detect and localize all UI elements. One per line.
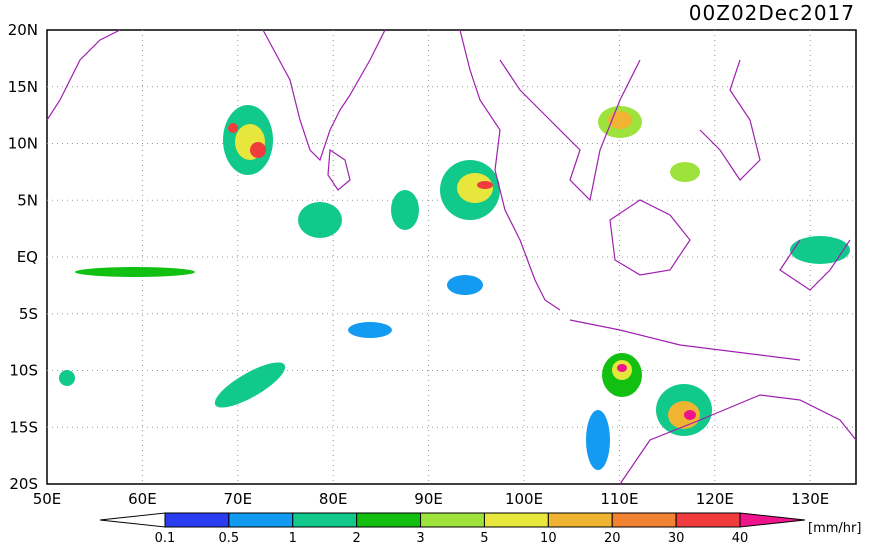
lon-label: 70E bbox=[224, 490, 253, 508]
colorbar: 0.1 0.5 1 2 3 5 10 20 30 40 [mm/hr] bbox=[99, 512, 861, 546]
map-frame bbox=[46, 29, 857, 485]
colorbar-label: 20 bbox=[604, 531, 621, 544]
colorbar-box bbox=[420, 512, 485, 528]
colorbar-label: 0.5 bbox=[219, 531, 240, 544]
colorbar-label: 2 bbox=[353, 531, 361, 544]
lat-label: 10N bbox=[8, 135, 38, 153]
lat-label: 20N bbox=[8, 21, 38, 39]
colorbar-label: 0.1 bbox=[155, 531, 176, 544]
colorbar-label: 1 bbox=[289, 531, 297, 544]
colorbar-box bbox=[356, 512, 422, 528]
coastlines bbox=[46, 29, 857, 485]
lat-label: 5N bbox=[17, 191, 38, 209]
colorbar-end bbox=[99, 512, 166, 528]
colorbar-unit: [mm/hr] bbox=[808, 521, 861, 536]
precipitation bbox=[59, 105, 850, 470]
grid bbox=[47, 30, 856, 484]
colorbar-label: 30 bbox=[668, 531, 685, 544]
colorbar-box bbox=[675, 512, 741, 528]
colorbar-box bbox=[547, 512, 613, 528]
colorbar-box bbox=[228, 512, 294, 528]
lon-label: 100E bbox=[505, 490, 543, 508]
colorbar-end bbox=[739, 512, 806, 528]
colorbar-box bbox=[292, 512, 358, 528]
colorbar-box bbox=[611, 512, 677, 528]
lat-label: 20S bbox=[9, 475, 38, 493]
lat-label: 10S bbox=[9, 362, 38, 380]
colorbar-box bbox=[164, 512, 230, 528]
lat-label: 15S bbox=[9, 418, 38, 436]
lon-label: 60E bbox=[128, 490, 157, 508]
colorbar-label: 40 bbox=[732, 531, 749, 544]
lon-label: 120E bbox=[696, 490, 734, 508]
lat-label: 5S bbox=[19, 305, 38, 323]
lon-label: 130E bbox=[791, 490, 829, 508]
lon-label: 110E bbox=[600, 490, 638, 508]
colorbar-label: 3 bbox=[416, 531, 424, 544]
lon-label: 50E bbox=[33, 490, 62, 508]
lat-label: EQ bbox=[17, 248, 38, 266]
lat-label: 15N bbox=[8, 78, 38, 96]
lon-label: 90E bbox=[414, 490, 443, 508]
lon-label: 80E bbox=[319, 490, 348, 508]
colorbar-box bbox=[483, 512, 549, 528]
colorbar-label: 5 bbox=[480, 531, 488, 544]
colorbar-label: 10 bbox=[540, 531, 557, 544]
map-title: 00Z02Dec2017 bbox=[689, 1, 855, 25]
